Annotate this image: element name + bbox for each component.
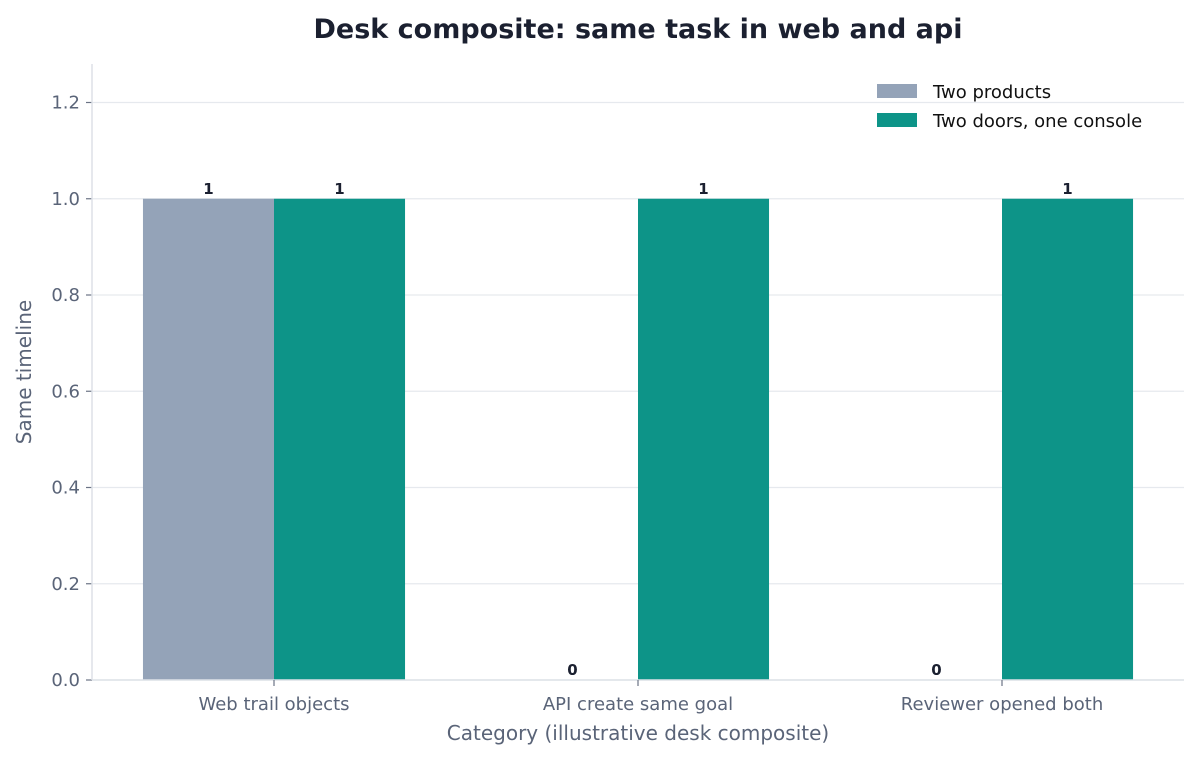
y-tick-label: 0.8 [51,285,80,306]
legend: Two products Two doors, one console [877,82,1142,132]
x-tick-label: Reviewer opened both [901,694,1103,715]
y-axis-label: Same timeline [12,300,36,444]
legend-swatch [877,84,917,98]
bar-value-label: 1 [1062,180,1072,198]
legend-label: Two doors, one console [932,111,1142,132]
bar [1002,198,1134,680]
x-tick-label: Web trail objects [198,694,349,715]
bar-value-label: 0 [567,661,577,679]
data-labels: 1 1 0 1 0 1 [203,180,1072,679]
legend-label: Two products [932,82,1051,103]
y-tick-label: 1.0 [51,189,80,210]
y-tick-label: 1.2 [51,93,80,114]
y-tick-label: 0.0 [51,670,80,691]
y-tick-label: 0.4 [51,478,80,499]
bars [142,198,1134,680]
bar-value-label: 1 [334,180,344,198]
bar-value-label: 0 [931,661,941,679]
y-tick-label: 0.6 [51,381,80,402]
bar-value-label: 1 [203,180,213,198]
bar [274,198,406,680]
legend-swatch [877,113,917,127]
axes: 0.0 0.2 0.4 0.6 0.8 1.0 1.2 Web trail objects AP… [51,64,1184,715]
chart-title: Desk composite: same task in web and api [314,14,963,45]
x-axis-label: Category (illustrative desk composite) [447,721,829,745]
x-tick-label: API create same goal [543,694,733,715]
y-tick-label: 0.2 [51,574,80,595]
bar [638,198,770,680]
bar-value-label: 1 [698,180,708,198]
bar [142,198,274,680]
